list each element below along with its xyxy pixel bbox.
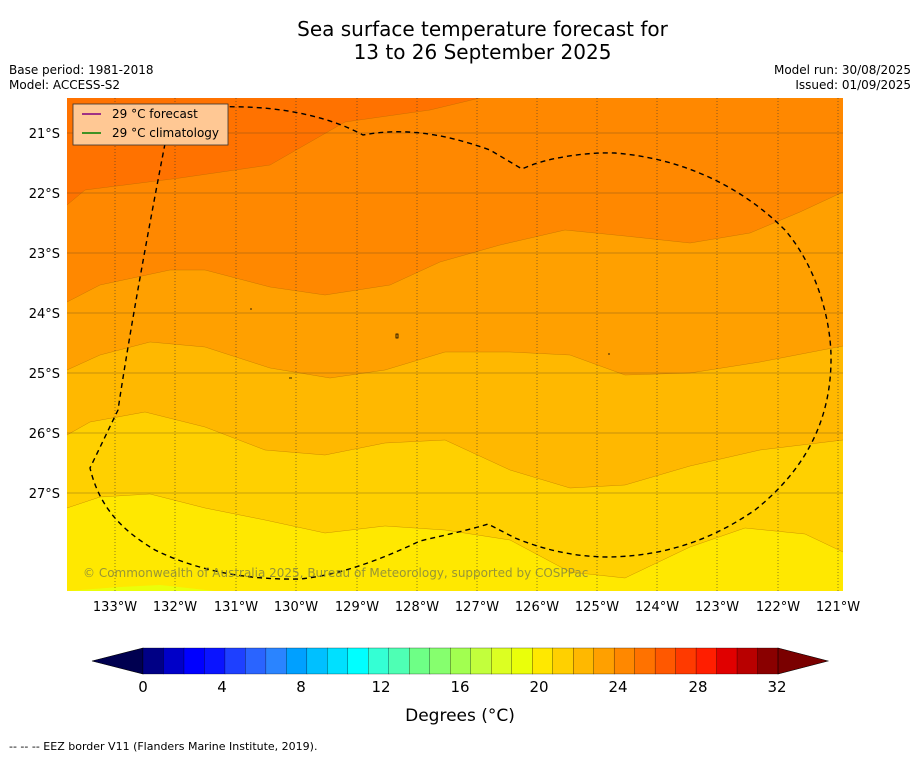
lon-labels: 133°W 132°W 131°W 130°W 129°W 128°W 127°… <box>93 600 860 615</box>
lon-label: 130°W <box>274 600 318 615</box>
colorbar-cell <box>654 647 677 675</box>
colorbar-cell <box>429 647 451 675</box>
figure-canvas: 29 °C forecast 29 °C climatology © Commo… <box>29 98 860 726</box>
colorbar-cell <box>204 647 226 675</box>
lat-label: 23°S <box>29 247 60 262</box>
colorbar-tick: 28 <box>688 678 707 696</box>
colorbar-cell <box>593 647 615 675</box>
colorbar-cell <box>183 647 205 675</box>
legend-climatology-label: 29 °C climatology <box>112 126 219 140</box>
colorbar-cell <box>532 647 554 675</box>
colorbar-cell <box>347 647 369 675</box>
colorbar-cell <box>491 647 513 675</box>
colorbar-cell <box>286 647 308 675</box>
colorbar-cell <box>552 647 574 675</box>
lon-label: 123°W <box>695 600 739 615</box>
colorbar-cell <box>736 647 758 675</box>
colorbar-tick: 20 <box>529 678 548 696</box>
meta-left: Base period: 1981-2018 Model: ACCESS-S2 <box>9 63 154 93</box>
lat-label: 22°S <box>29 187 60 202</box>
lat-label: 25°S <box>29 367 60 382</box>
colorbar-cell <box>757 647 779 675</box>
colorbar-cell <box>327 647 349 675</box>
lon-label: 125°W <box>575 600 619 615</box>
colorbar-cell <box>163 647 185 675</box>
legend-forecast-label: 29 °C forecast <box>112 107 198 121</box>
colorbar-tick: 4 <box>217 678 227 696</box>
lon-gridlines <box>114 98 839 591</box>
islands <box>250 308 610 379</box>
lon-label: 121°W <box>816 600 860 615</box>
lon-label: 122°W <box>756 600 800 615</box>
colorbar-cell <box>675 647 697 675</box>
colorbar-cell <box>409 647 431 675</box>
colorbar-cell <box>716 647 738 675</box>
colorbar-cell <box>634 647 656 675</box>
model-run: Model run: 30/08/2025 <box>773 63 911 77</box>
colorbar-tick: 12 <box>371 678 390 696</box>
colorbar-cell <box>695 647 717 675</box>
lon-label: 131°W <box>214 600 258 615</box>
colorbar-tick: 16 <box>450 678 469 696</box>
meta-right: Model run: 30/08/2025 Issued: 01/09/2025 <box>774 63 911 93</box>
colorbar-ticks: 0 4 8 12 16 20 24 28 32 <box>138 678 786 696</box>
model-name: Model: ACCESS-S2 <box>9 78 121 92</box>
colorbar-cell <box>306 647 328 675</box>
colorbar-cell <box>245 647 267 675</box>
colorbar-cell <box>224 647 246 675</box>
lat-labels: 21°S 22°S 23°S 24°S 25°S 26°S 27°S <box>29 127 60 502</box>
title-line-2: 13 to 26 September 2025 <box>353 40 612 64</box>
colorbar <box>91 647 830 675</box>
band-22-23 <box>67 585 215 591</box>
eez-border <box>89 105 832 580</box>
title-line-1: Sea surface temperature forecast for <box>297 17 668 41</box>
lat-label: 26°S <box>29 427 60 442</box>
copyright-text: © Commonwealth of Australia 2025, Bureau… <box>83 566 588 580</box>
colorbar-tick: 24 <box>608 678 627 696</box>
colorbar-cell <box>142 647 164 675</box>
colorbar-cell <box>573 647 595 675</box>
lon-label: 124°W <box>635 600 679 615</box>
colorbar-label: Degrees (°C) <box>405 706 515 726</box>
issued-date: Issued: 01/09/2025 <box>795 78 911 92</box>
colorbar-cell <box>470 647 492 675</box>
lat-label: 27°S <box>29 487 60 502</box>
colorbar-cell <box>388 647 410 675</box>
lon-label: 133°W <box>93 600 137 615</box>
colorbar-cell <box>613 647 636 675</box>
sst-map: 29 °C forecast 29 °C climatology © Commo… <box>67 98 843 591</box>
colorbar-tick: 32 <box>767 678 786 696</box>
lat-label: 21°S <box>29 127 60 142</box>
base-period: Base period: 1981-2018 <box>9 63 154 77</box>
colorbar-cell <box>511 647 533 675</box>
lat-label: 24°S <box>29 307 60 322</box>
colorbar-tick: 0 <box>138 678 148 696</box>
map-title: Sea surface temperature forecast for 13 … <box>0 18 919 64</box>
lon-label: 127°W <box>455 600 499 615</box>
footnote: -- -- -- EEZ border V11 (Flanders Marine… <box>9 740 318 753</box>
lon-label: 129°W <box>335 600 379 615</box>
lon-label: 126°W <box>515 600 559 615</box>
colorbar-cell <box>265 647 287 675</box>
colorbar-cell <box>450 647 472 675</box>
colorbar-under-arrow <box>91 647 144 675</box>
colorbar-over-arrow <box>777 647 830 675</box>
lon-label: 132°W <box>153 600 197 615</box>
legend: 29 °C forecast 29 °C climatology <box>72 103 229 146</box>
colorbar-cell <box>368 647 390 675</box>
lon-label: 128°W <box>395 600 439 615</box>
colorbar-tick: 8 <box>296 678 306 696</box>
